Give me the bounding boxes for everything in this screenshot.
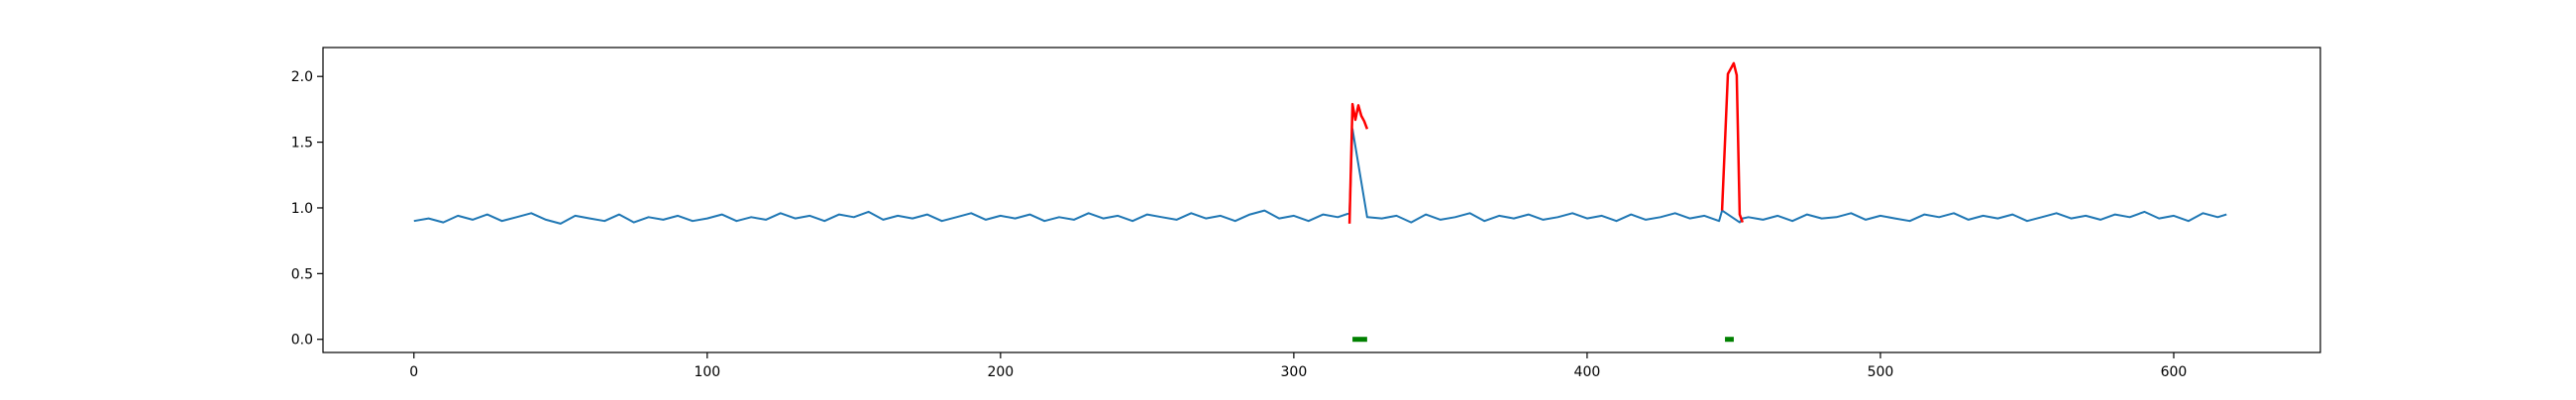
- y-tick-label: 2.0: [291, 69, 313, 85]
- y-tick-label: 0.0: [291, 333, 313, 349]
- series-line-signal: [413, 128, 2227, 225]
- x-axis: 0 100 200 300 400 500 600: [409, 352, 2187, 380]
- plot-area: [322, 47, 2321, 353]
- x-tick-label: 0: [409, 364, 418, 380]
- x-tick-label: 100: [694, 364, 720, 380]
- series-line-anomaly: [1720, 61, 1744, 224]
- x-tick-label: 400: [1574, 364, 1601, 380]
- y-axis: 0.0 0.5 1.0 1.5 2.0: [291, 69, 323, 349]
- series-layer: [413, 61, 2227, 225]
- y-tick-label: 1.5: [291, 136, 313, 151]
- x-tick-label: 600: [2161, 364, 2188, 380]
- y-tick-label: 0.5: [291, 266, 313, 282]
- series-line-anomaly: [1347, 102, 1369, 224]
- x-tick-label: 300: [1281, 364, 1308, 380]
- y-tick-label: 1.0: [291, 201, 313, 217]
- x-tick-label: 200: [987, 364, 1014, 380]
- x-tick-label: 500: [1868, 364, 1894, 380]
